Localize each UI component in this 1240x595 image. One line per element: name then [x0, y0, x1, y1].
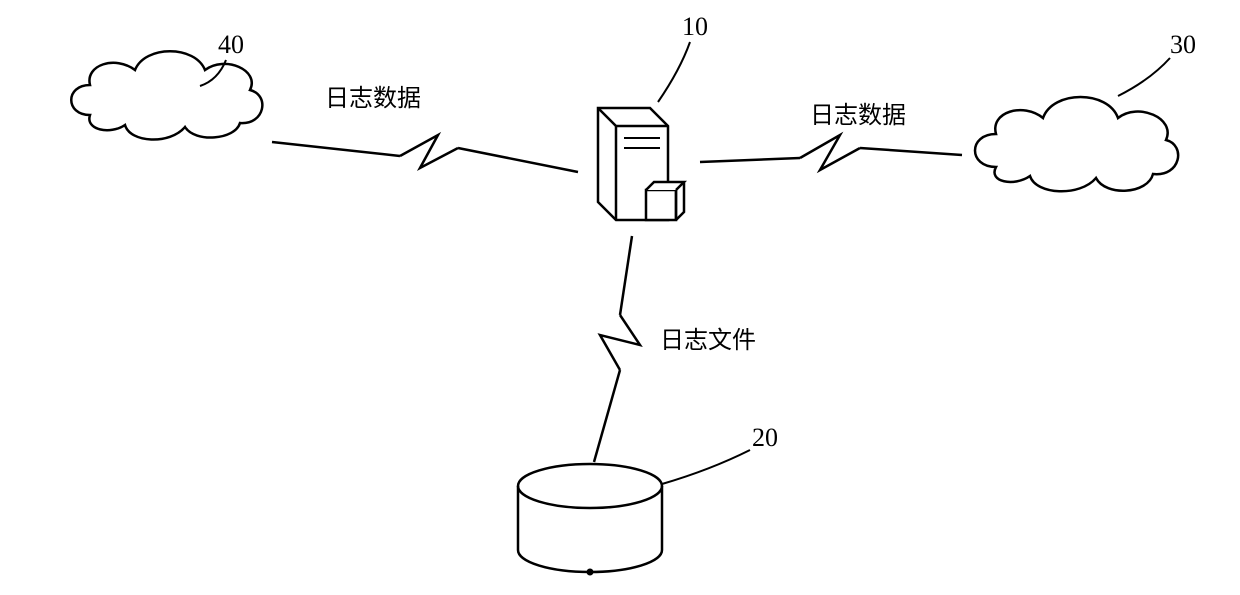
edge-down [0, 0, 1240, 595]
diagram-canvas: 40 30 10 20 [0, 0, 1240, 595]
edge-down-label: 日志文件 [660, 320, 756, 355]
